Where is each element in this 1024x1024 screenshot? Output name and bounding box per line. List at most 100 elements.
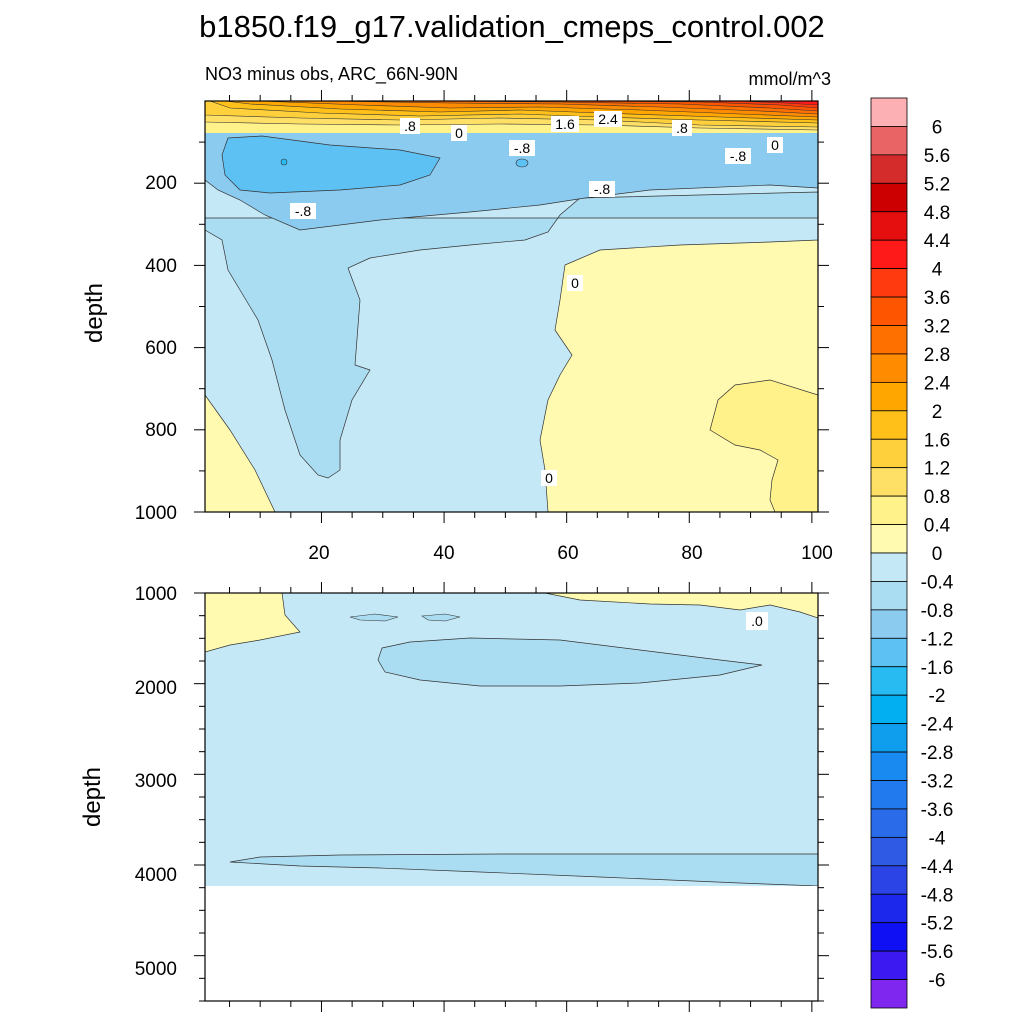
colorbar-swatch	[870, 182, 908, 213]
colorbar-level-label: -3.2	[921, 772, 954, 793]
y-tick-label: 5000	[135, 959, 177, 980]
colorbar-level-label: 1.6	[924, 430, 950, 451]
svg-text:-.8: -.8	[295, 203, 312, 219]
contour-label: .8	[672, 120, 692, 136]
colorbar-swatch	[870, 637, 908, 668]
upper-panel: NO3 minus obs, ARC_66N-90N mmol/m^3	[81, 64, 833, 564]
svg-text:.8: .8	[404, 118, 416, 134]
svg-text:-.8: -.8	[514, 140, 531, 156]
colorbar-swatch	[870, 97, 908, 127]
field-band-0.4-to-0.8-deep	[709, 379, 818, 512]
field-band-0-to-0.4-left	[205, 593, 301, 653]
field-band-minus0.8-to-minus0.4-spot-b	[421, 613, 461, 622]
field-band-minus0.8-to-minus0.4-spot-a	[349, 613, 399, 622]
colorbar: 6 5.6 5.2 4.8 4.4 4 3.6 3.2 2.8 2.4 2 1.6 1.2 0.8 0.4 0…	[870, 97, 954, 1009]
colorbar-level-label: 2	[932, 402, 943, 423]
x-tick-label: 60	[557, 543, 578, 564]
colorbar-swatch	[870, 239, 908, 270]
colorbar-level-label: 2.4	[924, 373, 951, 394]
colorbar-swatch	[870, 581, 908, 611]
colorbar-level-label: -1.2	[921, 629, 954, 650]
colorbar-swatch	[870, 211, 908, 241]
colorbar-swatch	[870, 438, 908, 469]
colorbar-level-label: -0.4	[921, 572, 954, 593]
colorbar-level-label: 5.2	[924, 174, 950, 195]
lower-panel: .0 1000 2000 3000 4000 5000 depth	[79, 582, 829, 1012]
svg-text:1.6: 1.6	[555, 116, 575, 132]
colorbar-swatch	[870, 922, 908, 952]
colorbar-swatch	[870, 609, 908, 639]
y-tick-label: 3000	[135, 771, 177, 792]
contour-label: 0	[541, 470, 557, 486]
field-band-minus0.8-to-minus0.4-tongue	[205, 191, 818, 479]
svg-text:-.8: -.8	[594, 181, 611, 197]
field-eddy-mid	[515, 158, 529, 168]
upper-contour-labels: .8 0 1.6 2.4 .8 -.8 -.8 0 -.8 -.8 0 0	[290, 111, 783, 486]
svg-text:-.8: -.8	[730, 148, 747, 164]
colorbar-swatch	[870, 467, 908, 497]
colorbar-level-label: -6	[929, 971, 946, 992]
x-tick-label: 100	[801, 543, 833, 564]
colorbar-level-label: 4.8	[924, 203, 950, 224]
colorbar-level-label: -2.8	[921, 743, 954, 764]
colorbar-swatch	[870, 495, 908, 525]
contour-label: 0	[767, 137, 783, 153]
colorbar-swatch	[870, 950, 908, 980]
y-tick-label: 400	[145, 256, 177, 277]
upper-tick-marks	[194, 90, 829, 523]
y-tick-label: 1000	[135, 584, 177, 605]
lower-contour-field: .0	[205, 593, 818, 886]
contour-label: 1.6	[551, 116, 579, 132]
field-band-minus0.8-to-minus0.4-deep	[229, 853, 818, 886]
colorbar-swatch	[870, 296, 908, 326]
colorbar-level-label: 2.8	[924, 345, 950, 366]
field-band-minus0.8-to-minus0.4-lens	[377, 637, 763, 687]
upper-units-label: mmol/m^3	[749, 69, 831, 89]
y-tick-label: 600	[145, 338, 177, 359]
svg-text:0: 0	[545, 470, 553, 486]
svg-text:.8: .8	[676, 120, 688, 136]
colorbar-swatch	[870, 893, 908, 924]
x-tick-label: 40	[433, 543, 454, 564]
colorbar-swatch	[870, 410, 908, 440]
colorbar-level-label: 6	[932, 117, 943, 138]
colorbar-level-label: 1.2	[924, 459, 950, 480]
colorbar-level-label: 4.4	[924, 231, 951, 252]
colorbar-swatch	[870, 524, 908, 554]
field-band-4-to-4.4	[739, 101, 818, 106]
colorbar-level-label: -2.4	[921, 715, 954, 736]
colorbar-swatch	[870, 353, 908, 383]
svg-text:0: 0	[571, 275, 579, 291]
x-tick-label: 80	[681, 543, 702, 564]
colorbar-swatch	[870, 666, 908, 696]
colorbar-swatch	[870, 694, 908, 725]
y-tick-label: 4000	[135, 865, 177, 886]
svg-text:2.4: 2.4	[598, 111, 618, 127]
contour-label: -.8	[290, 203, 316, 219]
colorbar-swatch	[870, 126, 908, 156]
contour-label: -.8	[509, 140, 535, 156]
contour-label: 2.4	[594, 111, 622, 127]
lower-tick-marks	[194, 582, 829, 1012]
colorbar-level-label: -3.6	[921, 800, 954, 821]
colorbar-swatch	[870, 836, 908, 867]
colorbar-level-label: -1.6	[921, 658, 954, 679]
upper-y-tick-labels: 200 400 600 800 1000	[135, 173, 177, 524]
colorbar-level-label: -4.8	[921, 885, 954, 906]
upper-x-tick-labels: 20 40 60 80 100	[308, 543, 832, 564]
colorbar-level-label: 0.8	[924, 487, 950, 508]
contour-label: -.8	[725, 148, 751, 164]
colorbar-level-label: 0	[932, 544, 943, 565]
upper-contour-field	[205, 101, 818, 512]
field-eddy-small	[280, 158, 288, 166]
colorbar-level-label: -2	[929, 686, 946, 707]
svg-text:0: 0	[455, 125, 463, 141]
colorbar-level-label: -0.8	[921, 601, 954, 622]
y-tick-label: 2000	[135, 678, 177, 699]
field-band-3.2-to-3.6	[429, 101, 818, 112]
colorbar-swatch	[870, 780, 908, 810]
svg-text:0: 0	[771, 137, 779, 153]
colorbar-level-label: 3.6	[924, 288, 950, 309]
colorbar-swatch	[870, 723, 908, 753]
